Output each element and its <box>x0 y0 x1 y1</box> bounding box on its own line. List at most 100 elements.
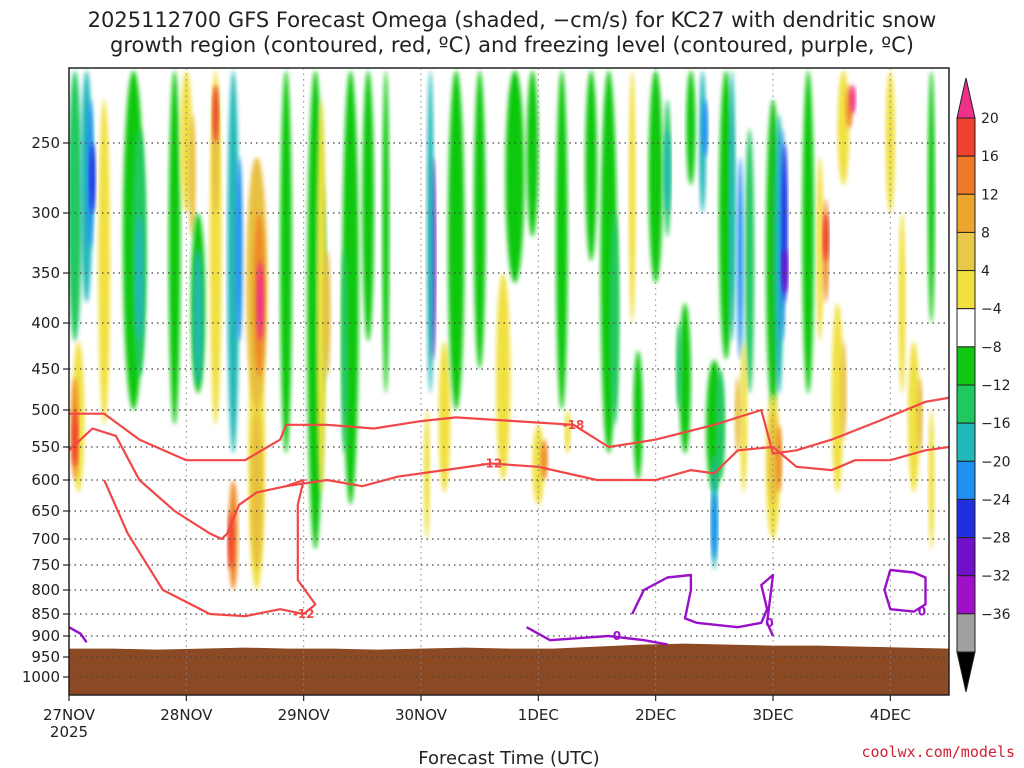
omega-blob <box>188 114 196 237</box>
gridlines <box>69 68 949 695</box>
omega-blob <box>928 410 935 550</box>
colorbar-label: −24 <box>981 492 1011 508</box>
colorbar-label: 8 <box>981 225 990 241</box>
freezing-level-contour-label: 0 <box>765 616 773 630</box>
dgz-contour-line <box>103 478 317 618</box>
dgz-contour-label: -12 <box>293 607 315 621</box>
omega-blob <box>555 70 568 410</box>
colorbar-label: 16 <box>981 149 999 165</box>
omega-blob <box>280 70 292 454</box>
omega-blob <box>227 70 240 454</box>
omega-blob <box>447 70 465 410</box>
y-tick-label: 800 <box>31 581 60 599</box>
y-axis: 250 300 350 400 450 500 550 600 650 700 750 800 850 9… <box>22 134 69 686</box>
omega-blob <box>585 70 598 261</box>
omega-blob <box>473 70 486 369</box>
omega-blob <box>679 303 691 454</box>
omega-blob <box>564 410 571 454</box>
x-tick-label: 28NOV <box>160 706 213 724</box>
omega-blob <box>885 70 896 213</box>
omega-blob <box>633 350 643 480</box>
colorbar-label: 20 <box>981 111 999 127</box>
omega-blob <box>840 341 847 440</box>
omega-blob <box>676 323 683 410</box>
omega-blob <box>316 99 326 493</box>
x-tick-label: 29NOV <box>278 706 331 724</box>
colorbar-swatch <box>956 308 976 348</box>
y-tick-label: 450 <box>31 360 60 378</box>
dgz-contour-line <box>69 396 949 462</box>
x-axis-title: Forecast Time (UTC) <box>418 748 599 768</box>
colorbar-label: −12 <box>981 378 1011 394</box>
dgz-contour-label: -12 <box>481 457 503 471</box>
omega-blob <box>71 410 78 467</box>
chart-title-line1: 2025112700 GFS Forecast Omega (shaded, −… <box>88 8 937 32</box>
colorbar-label: −8 <box>981 340 1002 356</box>
colorbar-label: −32 <box>981 569 1011 585</box>
x-tick-label: 2DEC <box>635 706 676 724</box>
chart-title-line2: growth region (contoured, red, ºC) and f… <box>110 33 914 57</box>
colorbar-swatch <box>956 384 976 424</box>
y-tick-label: 550 <box>31 438 60 456</box>
y-tick-label: 700 <box>31 530 60 548</box>
omega-blob <box>426 70 434 394</box>
omega-blob <box>802 70 815 394</box>
omega-blob <box>849 85 856 114</box>
omega-blob <box>341 248 349 454</box>
colorbar: 20 16 12 8 4 −4 −8 −12 −16 −20 −24 −28 −32 −36 <box>956 77 1011 693</box>
colorbar-label: −4 <box>981 302 1002 318</box>
y-tick-label: 400 <box>31 314 60 332</box>
omega-blob <box>686 70 696 185</box>
colorbar-swatch <box>956 231 976 272</box>
colorbar-swatch <box>956 155 976 195</box>
omega-blob <box>212 85 219 143</box>
x-tick-label: 30NOV <box>395 706 448 724</box>
x-tick-label: 27NOV <box>43 706 96 724</box>
y-tick-label: 900 <box>31 627 60 645</box>
colorbar-label: −20 <box>981 454 1011 470</box>
freezing-level-contour-line <box>69 626 88 643</box>
freezing-level-contour-line <box>631 573 775 637</box>
omega-blob <box>728 70 736 342</box>
omega-blob <box>69 70 82 342</box>
omega-blob <box>609 213 620 425</box>
colorbar-swatch <box>956 613 976 653</box>
omega-blob <box>916 377 923 454</box>
colorbar-label: −28 <box>981 531 1011 547</box>
x-year-label: 2025 <box>50 723 88 741</box>
colorbar-label: 12 <box>981 187 999 203</box>
omega-blob <box>89 143 96 213</box>
omega-blob <box>256 261 264 342</box>
omega-blob <box>837 70 850 185</box>
colorbar-label: −36 <box>981 607 1011 623</box>
omega-blob <box>235 157 243 342</box>
omega-blob <box>822 213 829 261</box>
dgz-contour-label: -18 <box>563 418 585 432</box>
y-tick-label: 950 <box>31 648 60 666</box>
y-tick-label: 650 <box>31 502 60 520</box>
credit-text[interactable]: coolwx.com/models <box>861 743 1015 761</box>
omega-blob <box>628 70 636 323</box>
omega-blob <box>423 410 430 539</box>
omega-shading <box>69 70 935 590</box>
y-tick-label: 500 <box>31 401 60 419</box>
omega-blob <box>250 410 263 570</box>
y-tick-label: 1000 <box>22 668 60 686</box>
omega-blob <box>382 70 390 394</box>
omega-blob <box>781 249 788 293</box>
omega-blob <box>734 377 741 454</box>
x-tick-label: 3DEC <box>752 706 793 724</box>
omega-blob <box>831 303 844 493</box>
freezing-level-contour-label: 0 <box>918 605 926 619</box>
omega-blob <box>496 273 511 480</box>
omega-blob <box>98 99 111 425</box>
colorbar-bottom-arrow <box>956 651 976 693</box>
omega-blob <box>816 157 824 342</box>
colorbar-top-arrow <box>956 77 976 119</box>
x-tick-label: 1DEC <box>518 706 559 724</box>
omega-blob <box>701 99 708 157</box>
omega-blob <box>438 341 451 493</box>
colorbar-label: 4 <box>981 264 990 280</box>
contours: -18 -12 -12 0 0 0 <box>69 396 949 646</box>
colorbar-swatch <box>956 193 976 233</box>
